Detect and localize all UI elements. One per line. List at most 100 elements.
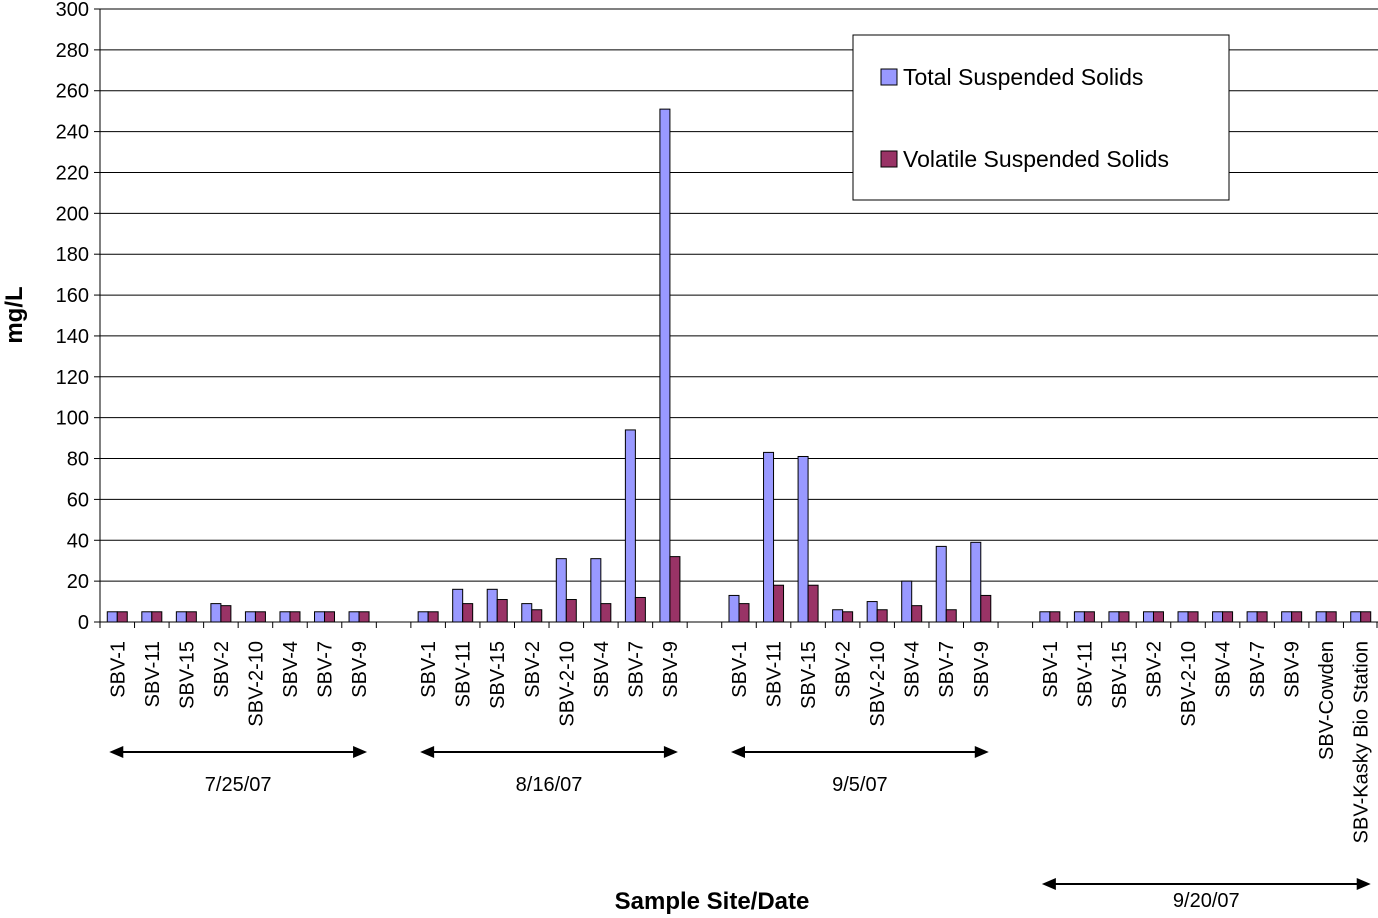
bar-tss bbox=[935, 545, 947, 623]
bar-vss bbox=[1118, 611, 1130, 623]
date-label: 9/20/07 bbox=[1173, 890, 1240, 912]
bar-vss bbox=[1187, 611, 1199, 623]
arrow-head-right bbox=[353, 746, 368, 758]
bar-tss bbox=[866, 601, 878, 623]
bar-tss bbox=[659, 108, 671, 623]
x-tick-label: SBV-2 bbox=[833, 641, 855, 698]
bar-vss bbox=[427, 611, 439, 623]
arrow-head-left bbox=[731, 746, 745, 758]
bars bbox=[106, 108, 1372, 623]
bar-tss bbox=[901, 580, 913, 623]
arrow-head-left bbox=[1041, 878, 1056, 890]
bar-tss bbox=[106, 611, 118, 623]
bar-vss bbox=[220, 605, 232, 623]
bar-tss bbox=[1142, 611, 1154, 623]
y-tick-label: 120 bbox=[56, 367, 89, 389]
bar-vss bbox=[151, 611, 163, 623]
y-axis-title: mg/L bbox=[1, 286, 28, 343]
bar-vss bbox=[1083, 611, 1095, 623]
x-tick-label: SBV-2-10 bbox=[556, 641, 578, 727]
bar-tss bbox=[1350, 611, 1362, 623]
arrow-head-right bbox=[663, 746, 678, 758]
y-tick-label: 280 bbox=[56, 40, 89, 62]
bar-vss bbox=[669, 556, 681, 623]
y-tick-label: 60 bbox=[67, 489, 89, 511]
bar-tss bbox=[797, 455, 809, 623]
x-tick-label: SBV-4 bbox=[902, 641, 924, 698]
bar-tss bbox=[624, 429, 636, 623]
x-tick-label: SBV-9 bbox=[349, 641, 371, 698]
x-tick-label: SBV-2 bbox=[522, 641, 544, 698]
x-tick-label: SBV-1 bbox=[107, 641, 129, 698]
bar-tss bbox=[486, 588, 498, 623]
y-tick-label: 140 bbox=[56, 326, 89, 348]
arrow-head-right bbox=[974, 746, 989, 758]
bar-tss bbox=[1039, 611, 1051, 623]
x-tick-label: SBV-11 bbox=[1074, 641, 1096, 707]
date-label: 9/5/07 bbox=[832, 774, 888, 796]
bar-tss bbox=[314, 611, 326, 623]
y-tick-label: 260 bbox=[56, 81, 89, 103]
x-tick-label: SBV-1 bbox=[729, 641, 751, 698]
bar-tss bbox=[763, 451, 775, 623]
x-tick-label: SBV-4 bbox=[591, 641, 613, 698]
x-tick-label: SBV-1 bbox=[1040, 641, 1062, 698]
bar-vss bbox=[185, 611, 197, 623]
bar-vss bbox=[531, 609, 543, 623]
date-label: 7/25/07 bbox=[205, 774, 272, 796]
bar-tss bbox=[210, 603, 222, 623]
bar-vss bbox=[876, 609, 888, 623]
bar-vss bbox=[289, 611, 301, 623]
x-tick-label: SBV-7 bbox=[1247, 641, 1269, 698]
y-tick-label: 20 bbox=[67, 571, 89, 593]
x-tick-label: SBV-15 bbox=[798, 641, 820, 709]
x-tick-labels: SBV-1 SBV-11 SBV-15 SBV-2 SBV-2-10 SBV-4 SBV-7… bbox=[107, 641, 1372, 843]
x-tick-label: SBV-Cowden bbox=[1316, 641, 1338, 760]
x-tick-label: SBV-Kasky Bio Station bbox=[1351, 641, 1373, 843]
bar-vss bbox=[634, 596, 646, 623]
bar-vss bbox=[945, 609, 957, 623]
x-tick-label: SBV-7 bbox=[936, 641, 958, 698]
bar-vss bbox=[1049, 611, 1061, 623]
x-tick-label: SBV-15 bbox=[176, 641, 198, 709]
y-tick-label: 0 bbox=[78, 612, 89, 634]
bar-tss bbox=[1281, 611, 1293, 623]
bar-vss bbox=[1291, 611, 1303, 623]
bar-vss bbox=[600, 603, 612, 623]
y-tick-label: 220 bbox=[56, 162, 89, 184]
bar-tss bbox=[1246, 611, 1258, 623]
bar-tss bbox=[1315, 611, 1327, 623]
arrow-head-left bbox=[109, 746, 124, 758]
y-tick-labels: 0 20 40 60 80 100 120 140 160 180 200 220 240 260 280 3… bbox=[56, 0, 89, 634]
bar-tss bbox=[1212, 611, 1224, 623]
x-tick-label: SBV-2-10 bbox=[867, 641, 889, 727]
x-tick-label: SBV-11 bbox=[453, 641, 475, 707]
legend-swatch-tss bbox=[880, 68, 898, 86]
bar-vss bbox=[358, 611, 370, 623]
x-tick-label: SBV-11 bbox=[142, 641, 164, 707]
x-tick-label: SBV-7 bbox=[625, 641, 647, 698]
bar-tss bbox=[832, 609, 844, 623]
x-tick-label: SBV-2 bbox=[211, 641, 233, 698]
x-tick-label: SBV-7 bbox=[315, 641, 337, 698]
x-tick-label: SBV-9 bbox=[1282, 641, 1304, 698]
bar-tss bbox=[970, 541, 982, 623]
bar-vss bbox=[565, 599, 577, 623]
legend-label-tss: Total Suspended Solids bbox=[903, 64, 1143, 90]
bar-tss bbox=[521, 603, 533, 623]
bar-tss bbox=[1108, 611, 1120, 623]
x-tick-label: SBV-4 bbox=[1213, 641, 1235, 698]
y-tick-label: 300 bbox=[56, 0, 89, 21]
bar-vss bbox=[738, 603, 750, 623]
y-tick-label: 200 bbox=[56, 203, 89, 225]
bar-vss bbox=[324, 611, 336, 623]
bar-tss bbox=[244, 611, 256, 623]
bar-vss bbox=[1360, 611, 1372, 623]
bar-tss bbox=[555, 558, 567, 623]
bar-vss bbox=[116, 611, 128, 623]
bar-vss bbox=[911, 605, 923, 623]
x-tick-label: SBV-9 bbox=[660, 641, 682, 698]
legend-label-vss: Volatile Suspended Solids bbox=[903, 146, 1169, 172]
bar-tss bbox=[141, 611, 153, 623]
